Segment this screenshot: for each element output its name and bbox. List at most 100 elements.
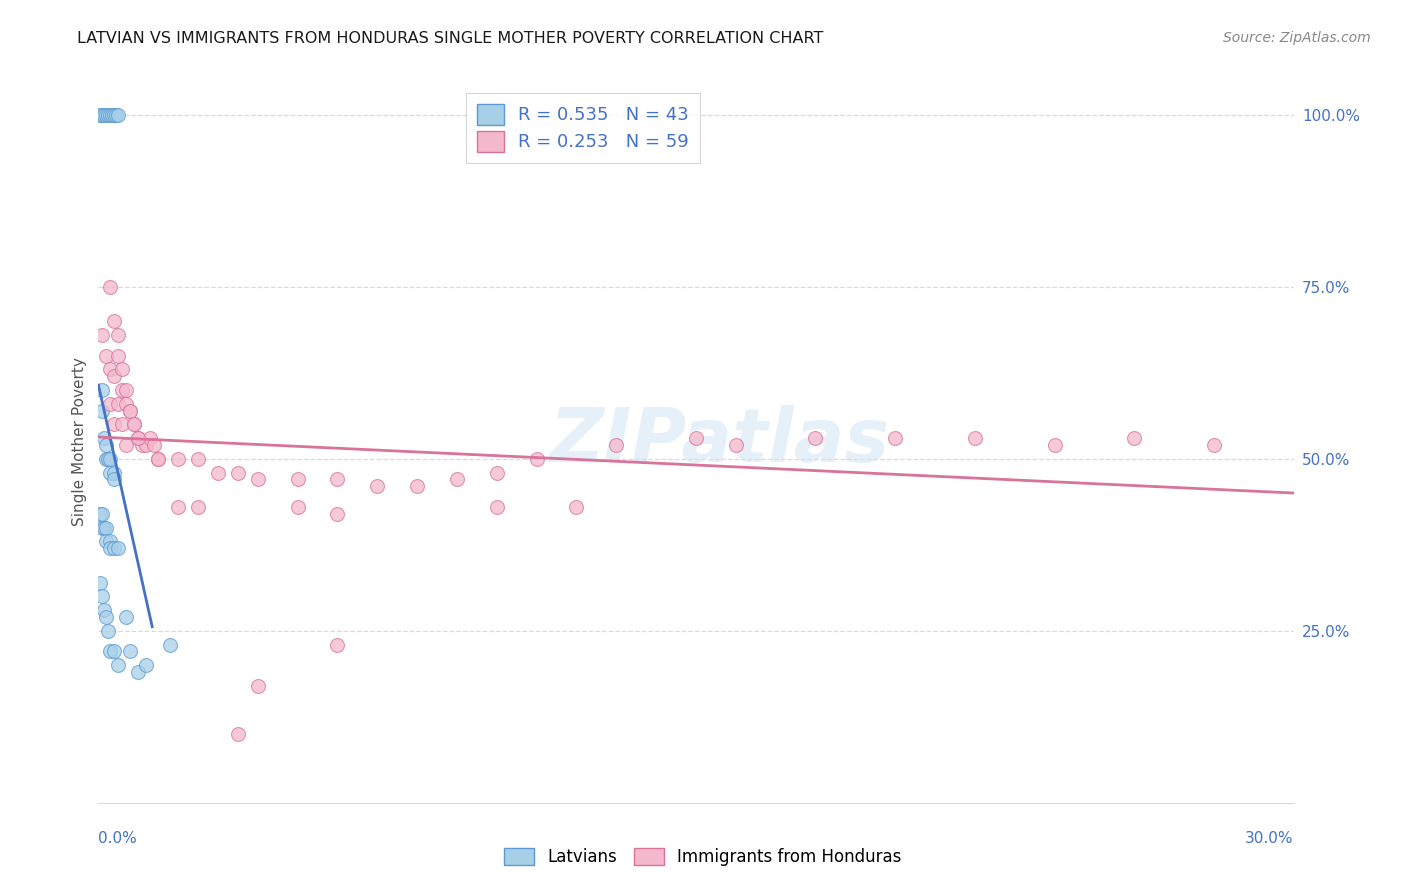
Point: [103, 314, 125, 328]
Point: [246, 472, 269, 486]
Point: [111, 362, 134, 376]
Point: [287, 500, 309, 514]
Point: [963, 431, 986, 445]
Point: [98, 644, 122, 658]
Point: [98, 451, 122, 466]
Point: [103, 108, 125, 122]
Point: [107, 541, 129, 556]
Point: [91, 108, 114, 122]
Point: [107, 397, 129, 411]
Point: [97, 624, 120, 638]
Point: [135, 438, 157, 452]
Point: [98, 466, 122, 480]
Point: [91, 590, 114, 604]
Point: [127, 431, 149, 445]
Point: [91, 520, 114, 534]
Point: [326, 507, 349, 521]
Point: [89, 108, 111, 122]
Point: [103, 466, 125, 480]
Point: [111, 417, 134, 432]
Point: [98, 534, 122, 549]
Legend: R = 0.535   N = 43, R = 0.253   N = 59: R = 0.535 N = 43, R = 0.253 N = 59: [465, 93, 700, 162]
Point: [115, 438, 138, 452]
Point: [246, 679, 269, 693]
Point: [115, 397, 138, 411]
Point: [98, 362, 122, 376]
Point: [96, 610, 118, 624]
Point: [91, 383, 114, 397]
Point: [98, 397, 122, 411]
Point: [187, 451, 209, 466]
Point: [115, 610, 138, 624]
Point: [96, 534, 118, 549]
Point: [167, 500, 190, 514]
Point: [326, 638, 349, 652]
Point: [91, 507, 114, 521]
Point: [120, 403, 142, 417]
Point: [124, 417, 146, 432]
Point: [148, 451, 170, 466]
Point: [406, 479, 429, 493]
Point: [107, 108, 129, 122]
Point: [143, 438, 166, 452]
Point: [98, 541, 122, 556]
Point: [446, 472, 468, 486]
Point: [97, 108, 120, 122]
Point: [127, 665, 149, 679]
Point: [107, 327, 129, 342]
Point: [96, 451, 118, 466]
Point: [120, 403, 142, 417]
Point: [103, 644, 125, 658]
Point: [103, 369, 125, 384]
Point: [124, 417, 146, 432]
Point: [485, 466, 508, 480]
Point: [120, 644, 142, 658]
Point: [93, 431, 115, 445]
Text: LATVIAN VS IMMIGRANTS FROM HONDURAS SINGLE MOTHER POVERTY CORRELATION CHART: LATVIAN VS IMMIGRANTS FROM HONDURAS SING…: [77, 31, 824, 46]
Point: [98, 108, 122, 122]
Point: [107, 349, 129, 363]
Point: [526, 451, 548, 466]
Point: [91, 403, 114, 417]
Point: [366, 479, 388, 493]
Point: [1123, 431, 1146, 445]
Point: [685, 431, 707, 445]
Point: [105, 108, 128, 122]
Point: [207, 466, 229, 480]
Point: [167, 451, 190, 466]
Legend: Latvians, Immigrants from Honduras: Latvians, Immigrants from Honduras: [496, 840, 910, 875]
Point: [103, 541, 125, 556]
Point: [93, 603, 115, 617]
Y-axis label: Single Mother Poverty: Single Mother Poverty: [72, 357, 87, 526]
Point: [93, 108, 115, 122]
Point: [565, 500, 588, 514]
Point: [135, 658, 157, 673]
Text: 0.0%: 0.0%: [98, 830, 138, 846]
Text: ZIPatlas: ZIPatlas: [550, 405, 890, 478]
Point: [884, 431, 907, 445]
Point: [605, 438, 627, 452]
Point: [103, 417, 125, 432]
Point: [96, 438, 118, 452]
Point: [96, 520, 118, 534]
Point: [804, 431, 827, 445]
Point: [1202, 438, 1225, 452]
Point: [111, 383, 134, 397]
Text: Source: ZipAtlas.com: Source: ZipAtlas.com: [1223, 31, 1371, 45]
Point: [97, 451, 120, 466]
Point: [93, 520, 115, 534]
Point: [96, 349, 118, 363]
Point: [187, 500, 209, 514]
Point: [127, 431, 149, 445]
Point: [1043, 438, 1066, 452]
Point: [226, 466, 249, 480]
Point: [107, 658, 129, 673]
Point: [159, 638, 181, 652]
Point: [326, 472, 349, 486]
Point: [139, 431, 162, 445]
Point: [131, 438, 153, 452]
Point: [103, 472, 125, 486]
Point: [226, 727, 249, 741]
Point: [89, 575, 111, 590]
Point: [89, 507, 111, 521]
